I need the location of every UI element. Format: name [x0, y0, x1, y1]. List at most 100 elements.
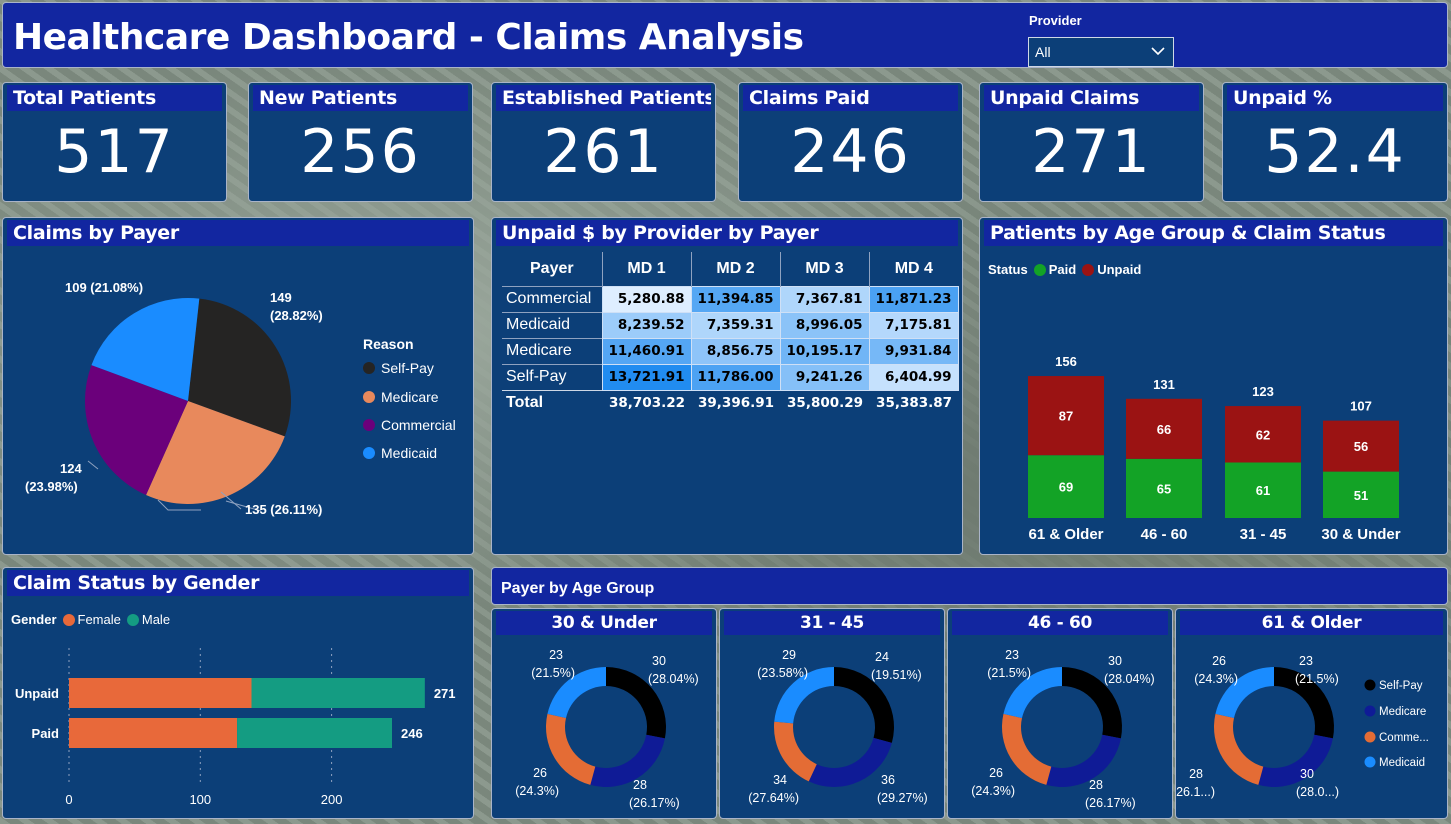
kpi-label: Unpaid % [1227, 85, 1443, 111]
bar-value-label: 61 [1256, 483, 1270, 498]
donut-label-pct: (27.64%) [748, 791, 799, 805]
legend-label-male[interactable]: Male [141, 612, 171, 627]
donut-slice-commercial[interactable] [1002, 713, 1052, 785]
legend-item-self-pay[interactable]: Self-Pay [363, 360, 434, 376]
y-tick-label: Paid [32, 726, 60, 741]
pie-slice-commercial[interactable] [84, 365, 188, 496]
donut-slice-medicare[interactable] [1046, 734, 1121, 787]
donut-slice-medicare[interactable] [590, 734, 665, 787]
kpi-new-patients: New Patients 256 [248, 82, 473, 202]
legend-item-commercial[interactable]: Commercial [363, 417, 456, 433]
column-header[interactable]: Payer [530, 259, 574, 277]
bar-total-label: 246 [401, 726, 423, 741]
legend-title: Status [988, 262, 1028, 277]
donut-label-pct: (26.17%) [1085, 796, 1136, 810]
column-header[interactable]: MD 1 [601, 252, 692, 286]
donut-chart: 30 (28.04%) 28 (26.17%) 26 (24.3%) 23 (21.5%) [515, 648, 699, 810]
donut-card-3: 61 & Older 30 (28.0...) 28 (26.1...) 26 (24.3%… [1175, 608, 1448, 819]
bar-value-label: 56 [1354, 439, 1368, 454]
column-header[interactable]: MD 2 [690, 252, 781, 286]
pie-slice-self-pay[interactable] [188, 298, 291, 437]
donut-slice-medicaid[interactable] [774, 667, 834, 724]
kpi-value: 246 [790, 117, 911, 187]
total-cell: 35,383.87 [869, 389, 959, 416]
bar-paid[interactable] [1126, 458, 1202, 518]
claims-by-payer-panel: Claims by Payer 149 (28.82%) 135 (26.11%… [2, 217, 474, 555]
legend-dot [1364, 731, 1376, 743]
table-cell: 9,241.26 [779, 363, 870, 391]
legend-dot [1364, 705, 1376, 717]
bar-unpaid[interactable] [1225, 406, 1301, 463]
donut-card-2: 46 - 60 30 (28.04%) 28 (26.17%) 26 (24.3%) 23 (2… [947, 608, 1173, 819]
table-cell: 11,871.23 [868, 285, 959, 313]
donut-slice-medicare[interactable] [808, 737, 892, 787]
unpaid-matrix-table: Payer MD 1 MD 2 MD 3 MD 4 Commercial 5,2… [502, 252, 959, 416]
bar-value-label: 51 [1354, 488, 1368, 503]
donut-slice-medicare[interactable] [1258, 734, 1333, 787]
legend-label-paid[interactable]: Paid [1048, 262, 1077, 277]
legend-label[interactable]: Comme... [1379, 732, 1429, 744]
donut-label: 30 [1108, 654, 1122, 668]
provider-dropdown[interactable]: All [1028, 37, 1174, 67]
legend-label-unpaid[interactable]: Unpaid [1097, 262, 1142, 277]
legend-label[interactable]: Medicaid [1379, 757, 1425, 769]
row-label: Total [502, 389, 602, 416]
slice-label-commercial-pct: (23.98%) [25, 479, 78, 494]
donut-slice-medicaid[interactable] [1003, 667, 1062, 719]
leader-line [157, 499, 201, 511]
donut-title: 31 - 45 [724, 611, 940, 635]
bar-paid[interactable] [1028, 455, 1104, 518]
donut-slice-self-pay[interactable] [834, 667, 894, 743]
legend-item-medicaid[interactable]: Medicaid [363, 445, 437, 461]
bar-value-label: 87 [1059, 409, 1073, 424]
kpi-established-patients: Established Patients 261 [491, 82, 716, 202]
donut-label: 26 [989, 766, 1003, 780]
donut-label-pct: (29.27%) [877, 791, 928, 805]
bar-male[interactable] [237, 718, 392, 748]
legend-label: Medicare [381, 389, 439, 405]
bar-unpaid[interactable] [1028, 376, 1104, 456]
donut-slice-commercial[interactable] [1214, 713, 1264, 785]
donut-slice-self-pay[interactable] [1274, 667, 1334, 739]
donut-label-pct: (24.3%) [1194, 672, 1238, 686]
donut-slice-commercial[interactable] [546, 713, 596, 785]
bar-male[interactable] [251, 678, 425, 708]
legend-label-female[interactable]: Female [77, 612, 121, 627]
donut-slice-self-pay[interactable] [606, 667, 666, 739]
table-row: Self-Pay 13,721.91 11,786.00 9,241.26 6,… [502, 363, 959, 391]
donut-label-pct: (24.3%) [971, 784, 1015, 798]
donut-chart: 36 (29.27%) 34 (27.64%) 24 (19.51%) 29 (23.58%) [748, 648, 928, 805]
bar-paid[interactable] [1225, 462, 1301, 518]
donut-slice-self-pay[interactable] [1062, 667, 1122, 739]
legend-label[interactable]: Self-Pay [1379, 680, 1423, 692]
total-cell: 39,396.91 [691, 389, 781, 416]
donut-label-pct: (28.04%) [1104, 672, 1155, 686]
table-cell: 8,856.75 [690, 337, 781, 365]
gender-legend: Gender Female Male [11, 612, 170, 627]
donut-label-pct: (28.0...) [1296, 785, 1339, 799]
donut-slice-medicaid[interactable] [1215, 667, 1274, 719]
table-cell: 11,786.00 [690, 363, 781, 391]
donut-title: 46 - 60 [952, 611, 1168, 635]
legend-label[interactable]: Medicare [1379, 706, 1426, 718]
bar-unpaid[interactable] [1323, 420, 1399, 472]
legend-item-medicare[interactable]: Medicare [363, 389, 439, 405]
column-header[interactable]: MD 3 [779, 252, 870, 286]
donut-slice-commercial[interactable] [774, 721, 817, 782]
column-header[interactable]: MD 4 [868, 252, 959, 286]
leader-line [87, 460, 99, 470]
bar-paid[interactable] [1323, 471, 1399, 518]
bar-female[interactable] [69, 718, 238, 748]
bar-female[interactable] [69, 678, 252, 708]
donut-label-pct: (26.1...) [1176, 785, 1215, 799]
provider-selected-value: All [1035, 44, 1051, 60]
donut-slice-medicaid[interactable] [547, 667, 606, 719]
donut-label-pct: (21.5%) [1295, 672, 1339, 686]
pie-slice-medicare[interactable] [146, 401, 285, 504]
provider-label: Provider [1029, 13, 1082, 28]
bar-unpaid[interactable] [1126, 398, 1202, 459]
x-tick-label: 61 & Older [1028, 526, 1103, 543]
table-cell: 10,195.17 [779, 337, 870, 365]
pie-slice-medicaid[interactable] [91, 298, 200, 401]
donut-card-1: 31 - 45 36 (29.27%) 34 (27.64%) 24 (19.51%) 29 (… [719, 608, 945, 819]
